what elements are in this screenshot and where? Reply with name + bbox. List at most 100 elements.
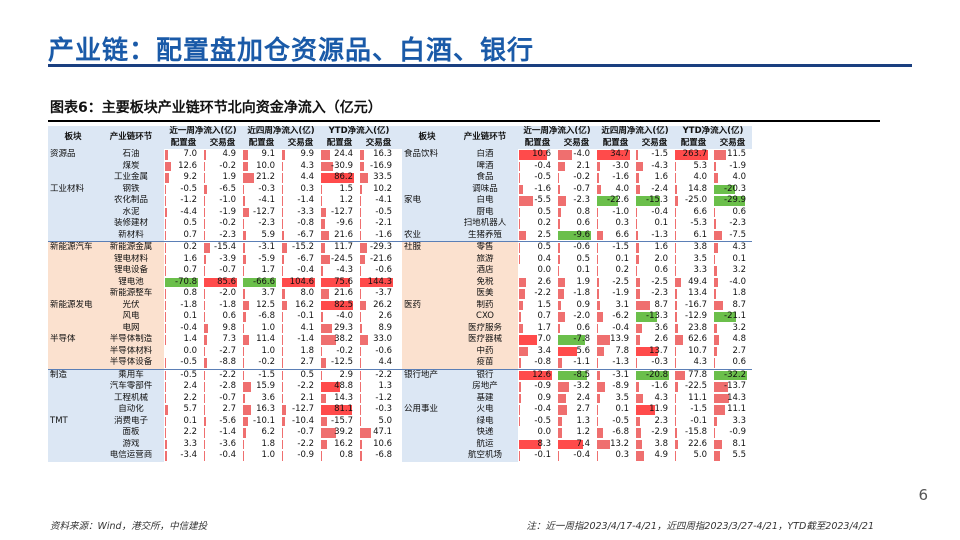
flow-bar (636, 230, 638, 240)
flow-value-cell: -6.8 (596, 427, 635, 439)
flow-value: -13.7 (724, 381, 746, 391)
flow-bar (714, 254, 715, 264)
flow-bar (243, 219, 244, 229)
flow-value-cell: 48.8 (320, 381, 359, 393)
flow-value: -1.4 (219, 427, 236, 437)
flow-value: 0.1 (576, 265, 590, 275)
flow-bar (321, 243, 325, 253)
flow-value: 2.0 (654, 253, 668, 264)
table-row: 新能源发电 光伏 -1.8 -1.8 12.5 16.2 82.5 26.2 医药 制药 1.5 0.… (48, 299, 752, 311)
flow-bar (360, 405, 361, 415)
flow-value-cell: -7.5 (713, 229, 752, 242)
flow-value: 8.1 (732, 438, 746, 449)
flow-value-cell: 9.8 (203, 322, 242, 334)
flow-value-cell: 3.3 (164, 438, 203, 450)
flow-bar (597, 451, 598, 461)
flow-bar (360, 196, 361, 206)
chain-cell: 白电 (452, 195, 518, 207)
flow-value-cell: 16.2 (281, 299, 320, 311)
flow-value-cell: 14.8 (674, 183, 713, 195)
flow-value: -32.2 (724, 369, 746, 380)
flow-value: 1.0 (261, 450, 275, 460)
flow-bar (519, 346, 528, 356)
flow-value: 5.7 (183, 404, 197, 414)
flow-bar (675, 243, 676, 253)
flow-value: -0.5 (534, 172, 551, 182)
flow-value: -1.4 (297, 334, 314, 344)
flow-value: 0.3 (615, 450, 629, 460)
flow-value-cell: -12.7 (320, 206, 359, 218)
flow-value-cell: 5.0 (359, 415, 398, 427)
flow-value-cell: 4.4 (281, 172, 320, 184)
flow-value: 5.3 (693, 160, 707, 171)
flow-value-cell: 33.5 (359, 172, 398, 184)
flow-bar (597, 184, 601, 194)
header-row-periods: 板块 产业链环节 近一周净流入(亿) 近四周净流入(亿) YTD净流入(亿) 板块 产业链环… (48, 126, 752, 149)
flow-value: 9.9 (300, 149, 314, 159)
flow-value: 48.8 (334, 381, 353, 391)
flow-value: 0.6 (222, 311, 236, 321)
flow-value-cell: -12.7 (242, 206, 281, 218)
sector-cell (402, 438, 452, 450)
flow-value-cell: -0.5 (359, 206, 398, 218)
flow-value-cell: -5.3 (674, 218, 713, 230)
flow-bar (204, 161, 205, 171)
sector-cell: 半导体 (48, 334, 98, 346)
flow-value: -2.1 (375, 218, 392, 228)
flow-value: 13.2 (610, 438, 629, 449)
flow-bar (597, 346, 604, 356)
flow-bar (675, 207, 676, 217)
flow-value: -8.8 (219, 357, 236, 367)
flow-value-cell: 4.3 (635, 392, 674, 404)
flow-value-cell: 4.0 (674, 172, 713, 184)
flow-bar (597, 243, 598, 253)
flow-value: 2.1 (300, 392, 314, 403)
flow-value-cell: 0.0 (518, 427, 557, 439)
flow-value: -3.1 (258, 242, 275, 253)
flow-bar (519, 439, 541, 449)
flow-value-cell: 3.2 (713, 265, 752, 277)
flow-bar (714, 243, 718, 253)
flow-value-cell: -2.2 (281, 438, 320, 450)
flow-bar (636, 346, 658, 356)
flow-value: 11.1 (688, 392, 707, 403)
flow-value-cell: -3.0 (596, 160, 635, 172)
flow-bar (360, 312, 361, 322)
flow-value-cell: -3.3 (281, 206, 320, 218)
flow-value: 1.5 (537, 299, 551, 310)
source-note: 资料来源：Wind，港交所，中信建投 (50, 521, 208, 532)
flow-value: -8.9 (612, 381, 629, 391)
flow-value: 8.7 (654, 299, 668, 310)
column-gap (398, 149, 402, 161)
flow-value: -4.3 (336, 265, 353, 275)
flow-value: -1.9 (729, 160, 746, 171)
flow-value: -4.0 (729, 276, 746, 287)
flow-value-cell: -0.7 (557, 183, 596, 195)
flow-bar (714, 393, 729, 403)
flow-value: -1.9 (219, 206, 236, 217)
flow-value: 9.1 (261, 149, 275, 159)
flow-value: 2.1 (576, 160, 590, 171)
flow-value: 29.3 (334, 322, 353, 333)
flow-value-cell: 11.7 (320, 241, 359, 254)
flow-value: 7.8 (615, 345, 629, 356)
flow-value: -2.5 (651, 276, 668, 287)
flow-value: 1.8 (261, 438, 275, 449)
flow-value-cell: 2.6 (635, 334, 674, 346)
flow-value-cell: 14.3 (320, 392, 359, 404)
column-gap (398, 126, 402, 149)
flow-value: 16.3 (373, 149, 392, 159)
page-title: 产业链：配置盘加仓资源品、白酒、银行 (48, 36, 535, 66)
chain-cell: 制药 (452, 299, 518, 311)
flow-bar (165, 184, 166, 194)
flow-value-cell: 4.9 (203, 149, 242, 161)
flow-bar (597, 358, 598, 368)
flow-value-cell: -2.7 (203, 345, 242, 357)
flow-value-cell: -3.2 (557, 381, 596, 393)
flow-value-cell: 6.6 (596, 229, 635, 242)
flow-bar (282, 405, 286, 415)
flow-bar (204, 207, 205, 217)
flow-bar (204, 230, 205, 240)
flow-bar (360, 370, 361, 380)
flow-bar (714, 358, 715, 368)
